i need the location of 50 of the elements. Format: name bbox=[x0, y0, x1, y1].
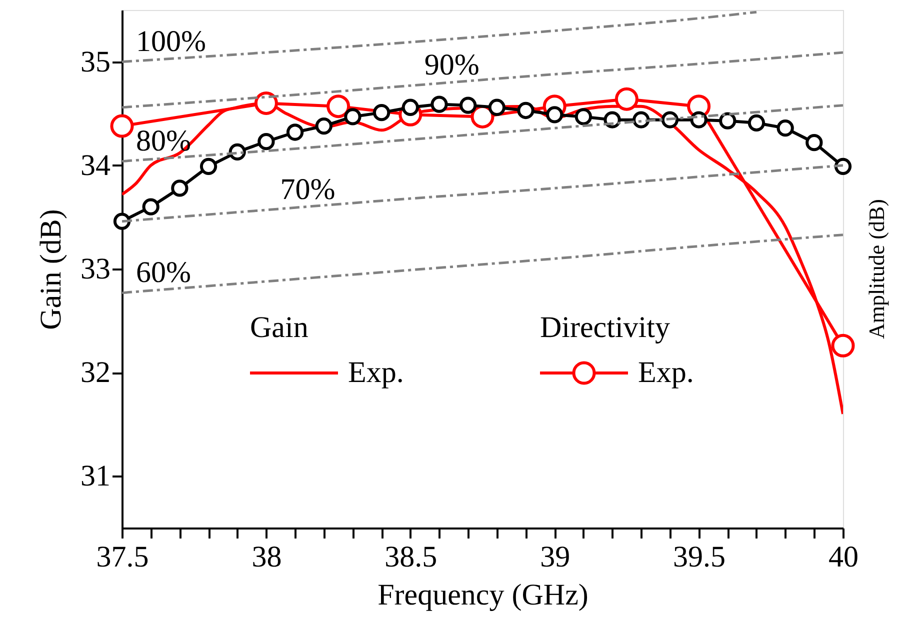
series-label: 90% bbox=[424, 48, 480, 82]
series-label: 70% bbox=[280, 172, 336, 206]
point bbox=[254, 92, 278, 115]
x-tick-label: 38 bbox=[252, 540, 282, 574]
point bbox=[719, 112, 736, 130]
point bbox=[344, 108, 362, 126]
point bbox=[488, 98, 506, 116]
x-axis-title: Frequency (GHz) bbox=[378, 578, 588, 612]
point bbox=[806, 134, 823, 152]
point bbox=[200, 158, 218, 175]
point bbox=[748, 114, 766, 132]
series-label: 100% bbox=[136, 24, 206, 58]
point bbox=[517, 102, 534, 120]
point bbox=[142, 198, 160, 216]
x-tick-label: 37.5 bbox=[96, 540, 149, 574]
point bbox=[831, 334, 855, 358]
y-tick-label: 33 bbox=[80, 252, 110, 286]
annotation: Gain bbox=[250, 311, 308, 344]
line-series bbox=[122, 234, 843, 294]
point bbox=[315, 117, 332, 135]
y-tick-label: 34 bbox=[80, 148, 110, 182]
point bbox=[460, 96, 477, 114]
point bbox=[171, 180, 188, 197]
series-label: 80% bbox=[136, 124, 191, 158]
legend-label: Exp. bbox=[638, 356, 694, 389]
annotation: Directivity bbox=[540, 311, 670, 344]
point bbox=[632, 111, 650, 128]
x-tick-label: 38.5 bbox=[384, 540, 438, 574]
x-tick-label: 39.5 bbox=[673, 540, 726, 574]
point bbox=[372, 104, 390, 122]
y-tick-label: 31 bbox=[80, 460, 110, 493]
y-tick-label: 35 bbox=[80, 45, 110, 78]
point bbox=[614, 87, 638, 111]
x-tick-label: 40 bbox=[828, 540, 858, 574]
y-axis-title: Gain (dB) bbox=[34, 209, 68, 330]
point bbox=[546, 106, 564, 124]
point bbox=[286, 124, 304, 141]
point bbox=[258, 133, 275, 150]
y2-axis-title: Amplitude (dB) bbox=[864, 199, 889, 339]
series-label: 60% bbox=[136, 256, 191, 289]
point bbox=[326, 94, 350, 118]
point bbox=[402, 98, 419, 116]
legend-label: Exp. bbox=[348, 356, 404, 389]
y-tick-label: 32 bbox=[80, 356, 110, 390]
x-tick-label: 39 bbox=[540, 540, 570, 574]
point bbox=[110, 114, 134, 138]
point bbox=[430, 96, 448, 113]
point bbox=[574, 108, 592, 126]
point bbox=[776, 120, 794, 137]
line-series bbox=[122, 104, 843, 163]
